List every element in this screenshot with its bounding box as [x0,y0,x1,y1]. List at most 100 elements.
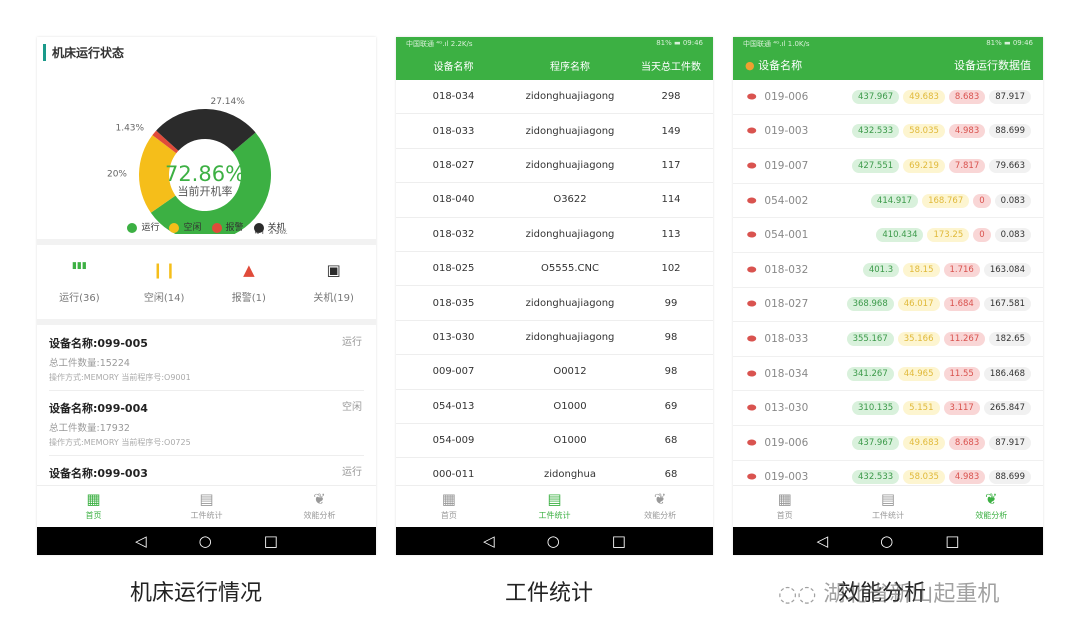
alarm-value: 0 [973,228,991,243]
back-button[interactable]: ◁ [135,532,147,550]
legend-item[interactable]: 关机 [253,220,286,233]
off-value: 0.083 [994,193,1031,208]
device-card[interactable]: 设备名称:099-005 运行 总工件数量:15224 操作方式:MEMORY 当前程… [49,327,364,391]
list-item[interactable]: ⬬ 018-034 341.267 44.965 11.55 186.468 [733,357,1043,392]
back-button[interactable]: ◁ [816,532,829,550]
bottom-tabs: ▦ 首页 ▤ 工件统计 ❦ 效能分析 [396,485,713,527]
run-value: 432.533 [852,470,900,485]
header-device: ● 设备名称 [745,59,803,72]
list-item[interactable]: ⬬ 019-003 432.533 58.035 4.983 88.699 [733,461,1043,496]
slice-label: 1.43% [115,124,144,134]
table-row[interactable]: 009-007 O0012 98 [396,355,713,390]
table-row[interactable]: 018-040 O3622 114 [396,183,713,218]
recent-button[interactable]: □ [611,532,626,550]
back-button[interactable]: ◁ [483,532,495,550]
tab-1[interactable]: ▤ 工件统计 [871,490,904,521]
pause-icon: ❙❙ [151,261,177,279]
list-item[interactable]: ⬬ 013-030 310.135 5.151 3.117 265.847 [733,391,1043,426]
home-button[interactable]: ○ [880,532,894,550]
list-item[interactable]: ⬬ 019-003 432.533 58.035 4.983 88.699 [733,115,1043,150]
idle-value: 46.017 [897,297,940,312]
device-card[interactable]: 设备名称:099-004 空闲 总工件数量:17932 操作方式:MEMORY 当前程… [49,392,364,456]
idle-value: 35.166 [897,331,940,346]
legend-item[interactable]: 空闲 [169,220,202,233]
table-row[interactable]: 054-009 O1000 68 [396,424,713,459]
donut-slice-2[interactable] [152,130,179,154]
run-value: 310.135 [852,401,900,416]
device-icon: ⬬ [747,297,757,311]
recent-button[interactable]: □ [945,532,960,550]
table-row[interactable]: 018-027 zidonghuajiagong 117 [396,149,713,184]
table-header: 中国联通 ⁴ᴳ.ıl 2.2K/s 81% ▬ 09:46 设备名称 程序名称 当天总… [396,37,713,80]
table-row[interactable]: 013-030 zidonghuajiagong 98 [396,321,713,356]
count-2[interactable]: ▲ 报警(1) [207,261,292,304]
tab-2[interactable]: ❦ 效能分析 [975,490,1008,521]
home-button[interactable]: ○ [546,532,560,550]
list-item[interactable]: ⬬ 018-027 368.968 46.017 1.684 167.581 [733,288,1043,323]
col-program[interactable]: 程序名称 [550,61,590,73]
table-row[interactable]: 018-035 zidonghuajiagong 99 [396,286,713,321]
idle-value: 58.035 [903,470,945,485]
tab-0[interactable]: ▦ 首页 [776,490,793,521]
device-icon: ⬬ [747,89,757,103]
run-value: 410.434 [876,228,924,243]
count-0[interactable]: ▮▮▮ 运行(36) [37,261,122,304]
count-1[interactable]: ❙❙ 空闲(14) [122,261,207,304]
device-name: 设备名称:099-004 [49,402,148,415]
list-item[interactable]: ⬬ 054-001 410.434 173.25 0 0.083 [733,218,1043,253]
device-name: 设备名称:099-005 [49,337,148,350]
tab-0[interactable]: ▦ 首页 [440,490,457,521]
table-row[interactable]: 018-032 zidonghuajiagong 113 [396,218,713,252]
donut-slice-3[interactable] [156,109,256,152]
run-value: 437.967 [852,435,900,450]
off-value: 79.663 [989,158,1031,173]
table-row[interactable]: 018-025 O5555.CNC 102 [396,252,713,287]
off-value: 88.699 [989,470,1031,485]
tab-2[interactable]: ❦ 效能分析 [644,490,677,521]
idle-value: 69.219 [903,158,945,173]
tab-0[interactable]: ▦ 首页 [85,490,102,521]
list-item[interactable]: ⬬ 019-007 427.551 69.219 7.817 79.663 [733,149,1043,184]
table-row[interactable]: 018-033 zidonghuajiagong 149 [396,114,713,149]
donut-slice-0[interactable] [150,132,271,234]
recent-button[interactable]: □ [263,532,278,550]
col-device[interactable]: 设备名称 [433,61,474,73]
caption-2: 工件统计 [505,581,594,606]
tab-1[interactable]: ▤ 工件统计 [538,490,571,521]
run-value: 355.167 [846,331,894,346]
run-value: 432.533 [852,124,900,139]
tab-1[interactable]: ▤ 工件统计 [190,490,223,521]
leaf-icon: ❦ [985,490,998,508]
tab-2[interactable]: ❦ 效能分析 [303,490,336,521]
alarm-value: 1.716 [943,262,980,277]
list-item[interactable]: ⬬ 018-032 401.3 18.15 1.716 163.084 [733,253,1043,288]
home-button[interactable]: ○ [198,532,212,550]
device-icon: ⬬ [747,262,757,276]
table-row[interactable]: 054-013 O1000 69 [396,390,713,424]
idle-value: 49.683 [903,89,945,104]
chart-legend: 运行 空闲 报警 关机 [37,220,376,233]
shutdown-icon: ▣ [326,261,341,279]
status-donut-chart: 51.43% 20% 1.43% 27.14% 72.86%当前开机率 [107,97,289,234]
off-value: 0.083 [994,228,1031,243]
donut-slice-1[interactable] [139,135,177,213]
status-counts: ▮▮▮ 运行(36) ❙❙ 空闲(14) ▲ 报警(1) ▣ 关机(19) [37,261,376,304]
run-value: 437.967 [852,89,900,104]
list-item[interactable]: ⬬ 019-006 437.967 49.683 8.683 87.917 [733,426,1043,461]
device-icon: ⬬ [747,331,757,345]
col-count[interactable]: 当天总工件数 [641,61,701,73]
device-icon: ⬬ [747,158,757,172]
legend-item[interactable]: 运行 [127,220,159,233]
list-item[interactable]: ⬬ 019-006 437.967 49.683 8.683 87.917 [733,80,1043,115]
legend-dot [127,222,138,233]
caption-1: 机床运行情况 [130,581,263,606]
android-navbar: ◁ ○ □ [733,527,1043,555]
count-3[interactable]: ▣ 关机(19) [291,261,376,304]
legend-item[interactable]: 报警 [211,220,244,233]
list-item[interactable]: ⬬ 018-033 355.167 35.166 11.267 182.65 [733,322,1043,357]
slice-label: 51.43% [254,230,289,234]
idle-value: 49.683 [903,435,945,450]
device-icon: ⬬ [747,401,757,415]
list-item[interactable]: ⬬ 054-002 414.917 168.767 0 0.083 [733,184,1043,219]
table-row[interactable]: 018-034 zidonghuajiagong 298 [396,80,713,115]
